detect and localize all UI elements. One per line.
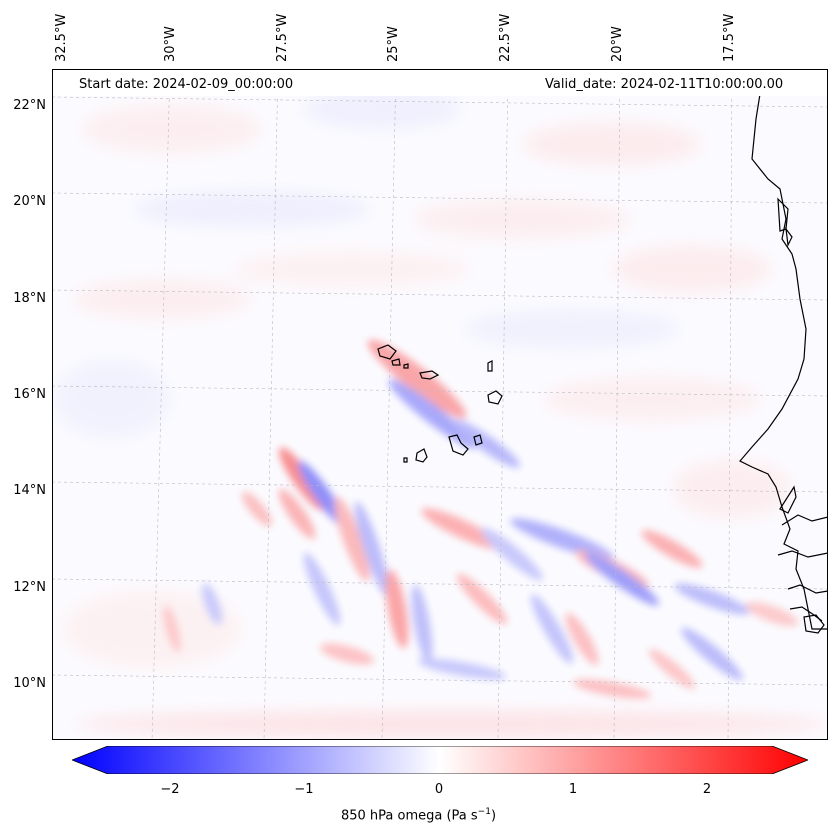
lat-label-10n: 10°N bbox=[13, 676, 46, 691]
lon-label-32-5w: 32.5°W bbox=[54, 13, 69, 62]
map-frame bbox=[52, 69, 828, 740]
date-strip bbox=[52, 69, 828, 96]
lat-label-20n: 20°N bbox=[13, 194, 46, 209]
lat-label-14n: 14°N bbox=[13, 483, 46, 498]
colorbar-tick-neg1: −1 bbox=[294, 782, 314, 797]
colorbar-tick-1: 1 bbox=[568, 782, 578, 797]
cape-verde-islands bbox=[377, 344, 503, 463]
lat-label-16n: 16°N bbox=[13, 387, 46, 402]
lon-label-27-5w: 27.5°W bbox=[275, 13, 290, 62]
omega-wave-bands bbox=[163, 339, 799, 699]
lat-label-22n: 22°N bbox=[13, 98, 46, 113]
lon-label-25w: 25°W bbox=[386, 26, 401, 62]
valid-date-label: Valid_date: 2024-02-11T10:00:00.00 bbox=[545, 77, 784, 92]
lon-label-22-5w: 22.5°W bbox=[498, 13, 513, 62]
omega-broad-field bbox=[52, 89, 828, 736]
colorbar bbox=[72, 746, 808, 774]
colorbar-label-exponent: −1 bbox=[477, 807, 491, 817]
lon-label-17-5w: 17.5°W bbox=[722, 13, 737, 62]
colorbar-gradient bbox=[72, 746, 808, 774]
start-date-label: Start date: 2024-02-09_00:00:00 bbox=[79, 77, 294, 92]
colorbar-label: 850 hPa omega (Pa s−1) bbox=[0, 807, 837, 823]
omega-map bbox=[52, 69, 828, 740]
colorbar-tick-2: 2 bbox=[702, 782, 712, 797]
colorbar-tick-0: 0 bbox=[434, 782, 444, 797]
colorbar-label-prefix: 850 hPa omega (Pa s bbox=[340, 808, 478, 824]
lon-label-20w: 20°W bbox=[610, 26, 625, 62]
map-gridlines bbox=[52, 69, 828, 740]
colorbar-tick-neg2: −2 bbox=[160, 782, 180, 797]
lon-label-30w: 30°W bbox=[163, 26, 178, 62]
lat-label-12n: 12°N bbox=[13, 580, 46, 595]
lat-label-18n: 18°N bbox=[13, 291, 46, 306]
colorbar-label-suffix: ) bbox=[490, 808, 497, 824]
africa-coastline bbox=[739, 69, 828, 634]
